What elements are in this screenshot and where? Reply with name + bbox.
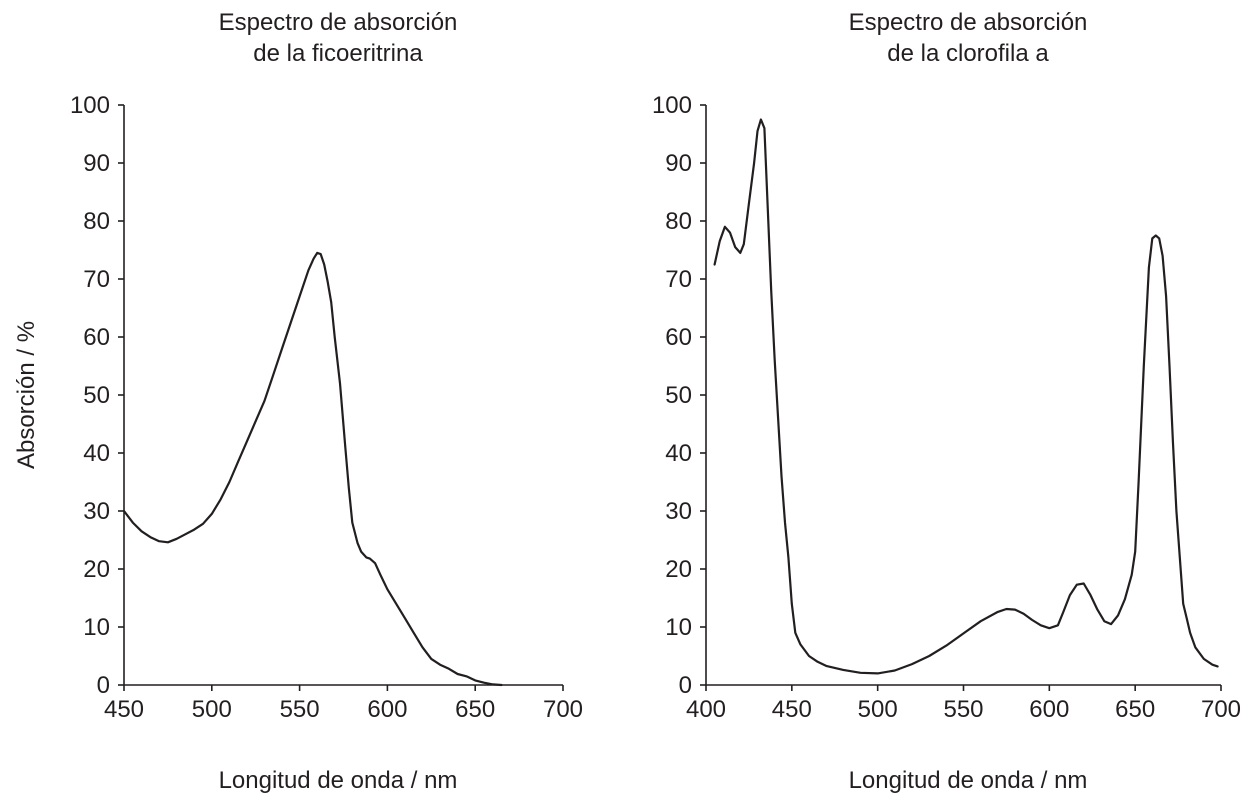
y-tick-label: 60 <box>665 324 692 351</box>
y-tick-label: 10 <box>665 614 692 641</box>
y-tick-label: 90 <box>665 150 692 177</box>
x-tick-label: 650 <box>1115 696 1155 723</box>
y-tick-label: 90 <box>83 150 110 177</box>
y-tick-label: 40 <box>665 440 692 467</box>
x-axis-label: Longitud de onda / nm <box>219 767 458 794</box>
y-tick-label: 100 <box>652 92 692 119</box>
chart-clorofila-a: Espectro de absorción de la clorofila a 0 1… <box>652 9 1241 794</box>
x-tick-label: 650 <box>455 696 495 723</box>
y-tick-label: 60 <box>83 324 110 351</box>
y-tick-label: 40 <box>83 440 110 467</box>
y-tick-label: 70 <box>83 266 110 293</box>
x-tick-label: 450 <box>772 696 812 723</box>
x-tick-label: 450 <box>104 696 144 723</box>
y-tick-label: 30 <box>83 498 110 525</box>
x-tick-label: 550 <box>943 696 983 723</box>
y-tick-label: 10 <box>83 614 110 641</box>
y-tick-label: 50 <box>665 382 692 409</box>
absorption-curve-1 <box>713 118 1219 675</box>
chart-ficoeritrina: Espectro de absorción de la ficoeritrina 0… <box>13 9 583 794</box>
x-tick-label: 700 <box>543 696 583 723</box>
y-axis-label: Absorción / % <box>13 321 40 469</box>
chart-title-line-1: Espectro de absorción <box>219 9 458 36</box>
y-tick-label: 0 <box>97 672 110 699</box>
x-tick-label: 600 <box>1029 696 1069 723</box>
y-tick-label: 20 <box>83 556 110 583</box>
chart-title-line-2: de la ficoeritrina <box>253 40 423 67</box>
y-tick-label: 70 <box>665 266 692 293</box>
y-tick-label: 50 <box>83 382 110 409</box>
y-tick-label: 100 <box>70 92 110 119</box>
x-tick-label: 550 <box>280 696 320 723</box>
x-tick-label: 500 <box>192 696 232 723</box>
y-tick-label: 80 <box>665 208 692 235</box>
x-tick-label: 500 <box>858 696 898 723</box>
chart-title-line-2: de la clorofila a <box>887 40 1049 67</box>
x-tick-label: 700 <box>1201 696 1241 723</box>
y-tick-label: 20 <box>665 556 692 583</box>
x-tick-label: 400 <box>686 696 726 723</box>
y-tick-label: 0 <box>679 672 692 699</box>
y-tick-label: 30 <box>665 498 692 525</box>
chart-title-line-1: Espectro de absorción <box>849 9 1088 36</box>
y-tick-label: 80 <box>83 208 110 235</box>
x-tick-label: 600 <box>367 696 407 723</box>
x-axis-label: Longitud de onda / nm <box>849 767 1088 794</box>
absorption-curve-1 <box>122 251 503 687</box>
